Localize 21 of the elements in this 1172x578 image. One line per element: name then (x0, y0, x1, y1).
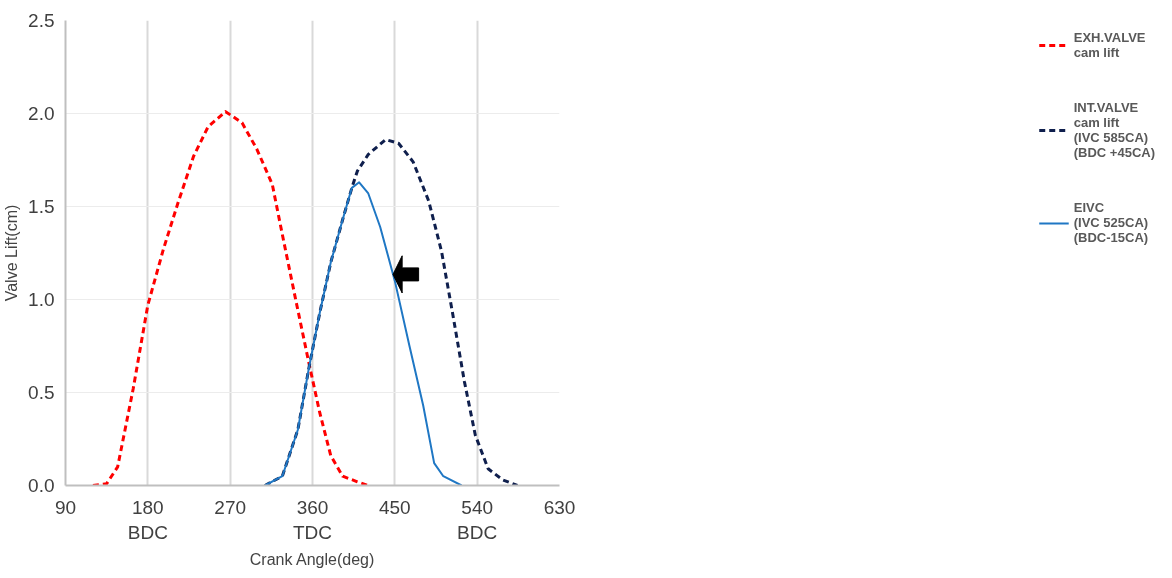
line-series (91, 110, 370, 486)
x-tick-label: 270 (214, 496, 247, 518)
line-series (263, 138, 519, 486)
y-tick-label: 2.5 (28, 10, 55, 31)
legend-label: INT.VALVE cam lift (IVC 585CA) (BDC +45CA) (1073, 100, 1155, 160)
x-tick-label: 180 BDC (127, 496, 168, 543)
legend-label: EXH.VALVE cam lift (1073, 30, 1146, 60)
y-tick-label: 1.0 (28, 289, 55, 310)
x-tick-label: 630 (543, 496, 576, 518)
y-tick-label: 2.0 (28, 103, 55, 124)
x-axis-title: Crank Angle(deg) (249, 550, 375, 568)
line-series (263, 181, 463, 486)
y-tick-label: 1.5 (28, 196, 55, 217)
y-axis-title: Valve Lift(cm) (3, 204, 21, 302)
x-tick-label: 540 BDC (457, 496, 498, 543)
y-tick-label: 0.0 (28, 475, 55, 496)
x-tick-label: 450 (378, 496, 411, 518)
x-tick-label: 360 TDC (292, 496, 333, 543)
legend-label: EIVC (IVC 525CA) (BDC-15CA) (1073, 200, 1149, 245)
y-tick-label: 0.5 (28, 382, 55, 403)
x-tick-label: 90 (54, 496, 77, 518)
